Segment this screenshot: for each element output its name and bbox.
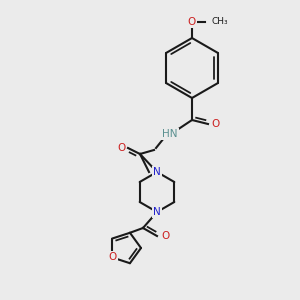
Text: N: N [153,167,161,177]
Text: N: N [153,207,161,217]
Text: O: O [161,231,169,241]
Text: O: O [211,119,219,129]
Text: CH₃: CH₃ [212,17,229,26]
Text: HN: HN [162,129,178,139]
Text: O: O [117,143,125,153]
Text: O: O [188,17,196,27]
Text: O: O [108,252,116,262]
